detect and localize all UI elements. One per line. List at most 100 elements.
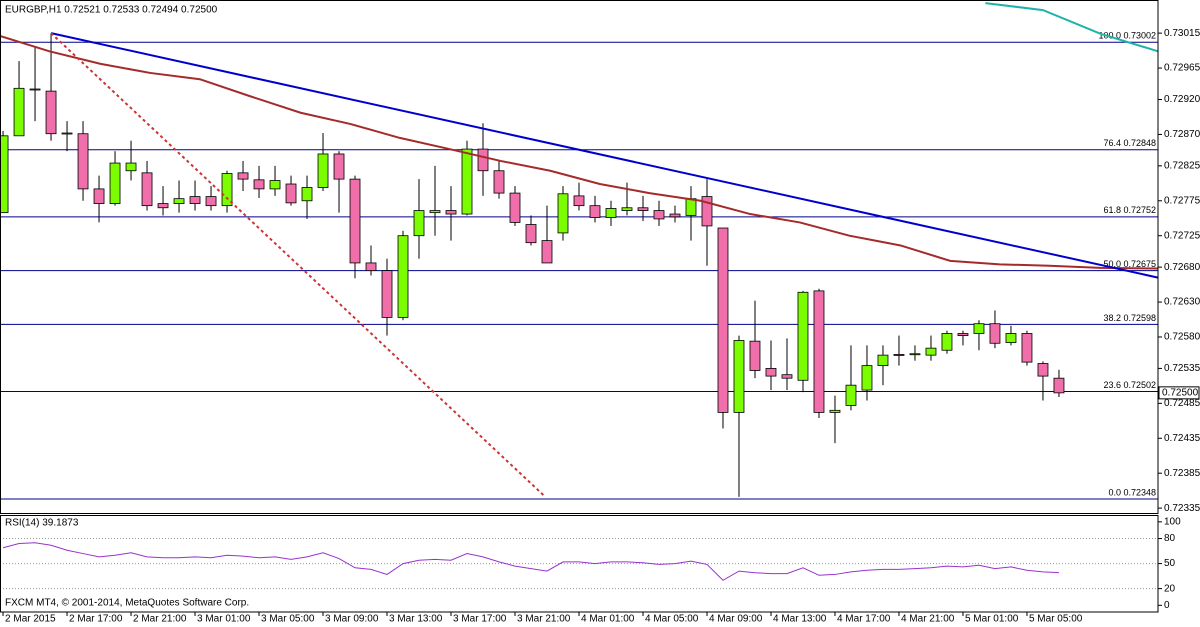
trendline	[50, 32, 1159, 279]
y-tick-label: 0.72385	[1164, 468, 1200, 479]
candle-body	[205, 196, 217, 207]
candle-body	[1005, 333, 1017, 343]
candle-body	[509, 192, 521, 223]
candle-body	[957, 333, 969, 336]
fib-label: 76.4 0.72848	[1103, 138, 1156, 148]
candle-body	[109, 162, 121, 204]
y-tick-label: 0.72630	[1164, 297, 1200, 308]
x-tick-label: 3 Mar 17:00	[453, 614, 507, 625]
candle-body	[1037, 363, 1049, 377]
x-tick-label: 2 Mar 2015	[5, 614, 56, 625]
candle-body	[253, 179, 265, 190]
candle-body	[61, 132, 73, 135]
candle-body	[157, 203, 169, 209]
candle-body	[877, 354, 889, 367]
candle-body	[173, 198, 185, 204]
candle-body	[445, 210, 457, 215]
y-tick-label: 0.72580	[1164, 332, 1200, 343]
candle-body	[765, 368, 777, 377]
candle-body	[733, 340, 745, 413]
x-tick-label: 4 Mar 21:00	[901, 614, 955, 625]
candle-body	[973, 323, 985, 334]
candle-body	[781, 374, 793, 379]
candle-body	[669, 213, 681, 218]
candle-body	[13, 87, 25, 137]
candle-body	[29, 88, 41, 91]
x-tick-label: 2 Mar 21:00	[133, 614, 187, 625]
candle-body	[749, 340, 761, 371]
moving-average	[985, 2, 1159, 53]
rsi-y-tick-label: 80	[1164, 533, 1176, 544]
x-tick-label: 5 Mar 01:00	[965, 614, 1019, 625]
candle-body	[189, 196, 201, 204]
candle-body	[621, 207, 633, 211]
rsi-title: RSI(14) 39.1873	[5, 518, 79, 529]
candle-body	[589, 205, 601, 218]
y-tick-label: 0.72335	[1164, 503, 1200, 514]
candle-body	[605, 208, 617, 218]
candle-body	[77, 133, 89, 190]
y-tick-label: 0.72485	[1164, 398, 1200, 409]
candle-body	[525, 224, 537, 244]
candle-body	[301, 187, 313, 202]
candle-body	[813, 290, 825, 413]
x-tick-label: 4 Mar 17:00	[837, 614, 891, 625]
candle-body	[989, 323, 1001, 344]
last-price-box	[1158, 386, 1200, 400]
y-tick-label: 0.72680	[1164, 262, 1200, 273]
y-tick-label: 0.72775	[1164, 195, 1200, 206]
candle-body	[493, 170, 505, 194]
candle-body	[941, 333, 953, 351]
candle-body	[1053, 377, 1065, 394]
price-panel-frame	[0, 0, 1159, 514]
candle-body	[381, 270, 393, 318]
candle-body	[909, 353, 921, 356]
x-tick-label: 4 Mar 09:00	[709, 614, 763, 625]
candle-body	[573, 195, 585, 207]
rsi-y-tick-label: 50	[1164, 558, 1176, 569]
candle-body	[269, 180, 281, 190]
candle-body	[413, 210, 425, 237]
candle-body	[797, 291, 809, 381]
y-tick-label: 0.73015	[1164, 28, 1200, 39]
candle-body	[125, 162, 137, 172]
candle-body	[557, 193, 569, 234]
fib-label: 38.2 0.72598	[1103, 313, 1156, 323]
trendline	[50, 32, 547, 498]
candle-body	[637, 207, 649, 211]
rsi-y-tick-label: 100	[1164, 516, 1181, 527]
x-tick-label: 2 Mar 17:00	[69, 614, 123, 625]
y-tick-label: 0.72965	[1164, 63, 1200, 74]
candle-body	[829, 409, 841, 413]
x-tick-label: 3 Mar 01:00	[197, 614, 251, 625]
candle-body	[461, 148, 473, 215]
y-tick-label: 0.72535	[1164, 363, 1200, 374]
candle-body	[285, 183, 297, 204]
candle-body	[541, 240, 553, 264]
candle-body	[221, 173, 233, 207]
y-tick-label: 0.72435	[1164, 433, 1200, 444]
rsi-y-tick-label: 20	[1164, 583, 1176, 594]
fib-label: 50.0 0.72675	[1103, 259, 1156, 269]
fib-label: 61.8 0.72752	[1103, 205, 1156, 215]
x-tick-label: 3 Mar 09:00	[325, 614, 379, 625]
price-panel: 0.73015 0.72965 0.72920 0.72870 0.72825 0.727…	[0, 2, 1200, 514]
candle-body	[141, 172, 153, 207]
x-tick-label: 4 Mar 13:00	[773, 614, 827, 625]
rsi-y-tick-label: 0	[1164, 600, 1170, 611]
candle-body	[717, 227, 729, 413]
candle-body	[893, 354, 905, 356]
candle-body	[845, 384, 857, 406]
rsi-line	[2, 542, 1059, 581]
candle-body	[317, 153, 329, 188]
footer: FXCM MT4, © 2001-2014, MetaQuotes Softwa…	[5, 598, 249, 609]
candle-body	[653, 210, 665, 220]
candle-body	[429, 210, 441, 214]
y-tick-label: 0.72825	[1164, 160, 1200, 171]
candle-body	[93, 188, 105, 204]
moving-average	[0, 34, 1159, 270]
y-tick-label: 0.72920	[1164, 94, 1200, 105]
candle-body	[397, 235, 409, 318]
last-price-label: 0.72500	[1162, 387, 1199, 398]
